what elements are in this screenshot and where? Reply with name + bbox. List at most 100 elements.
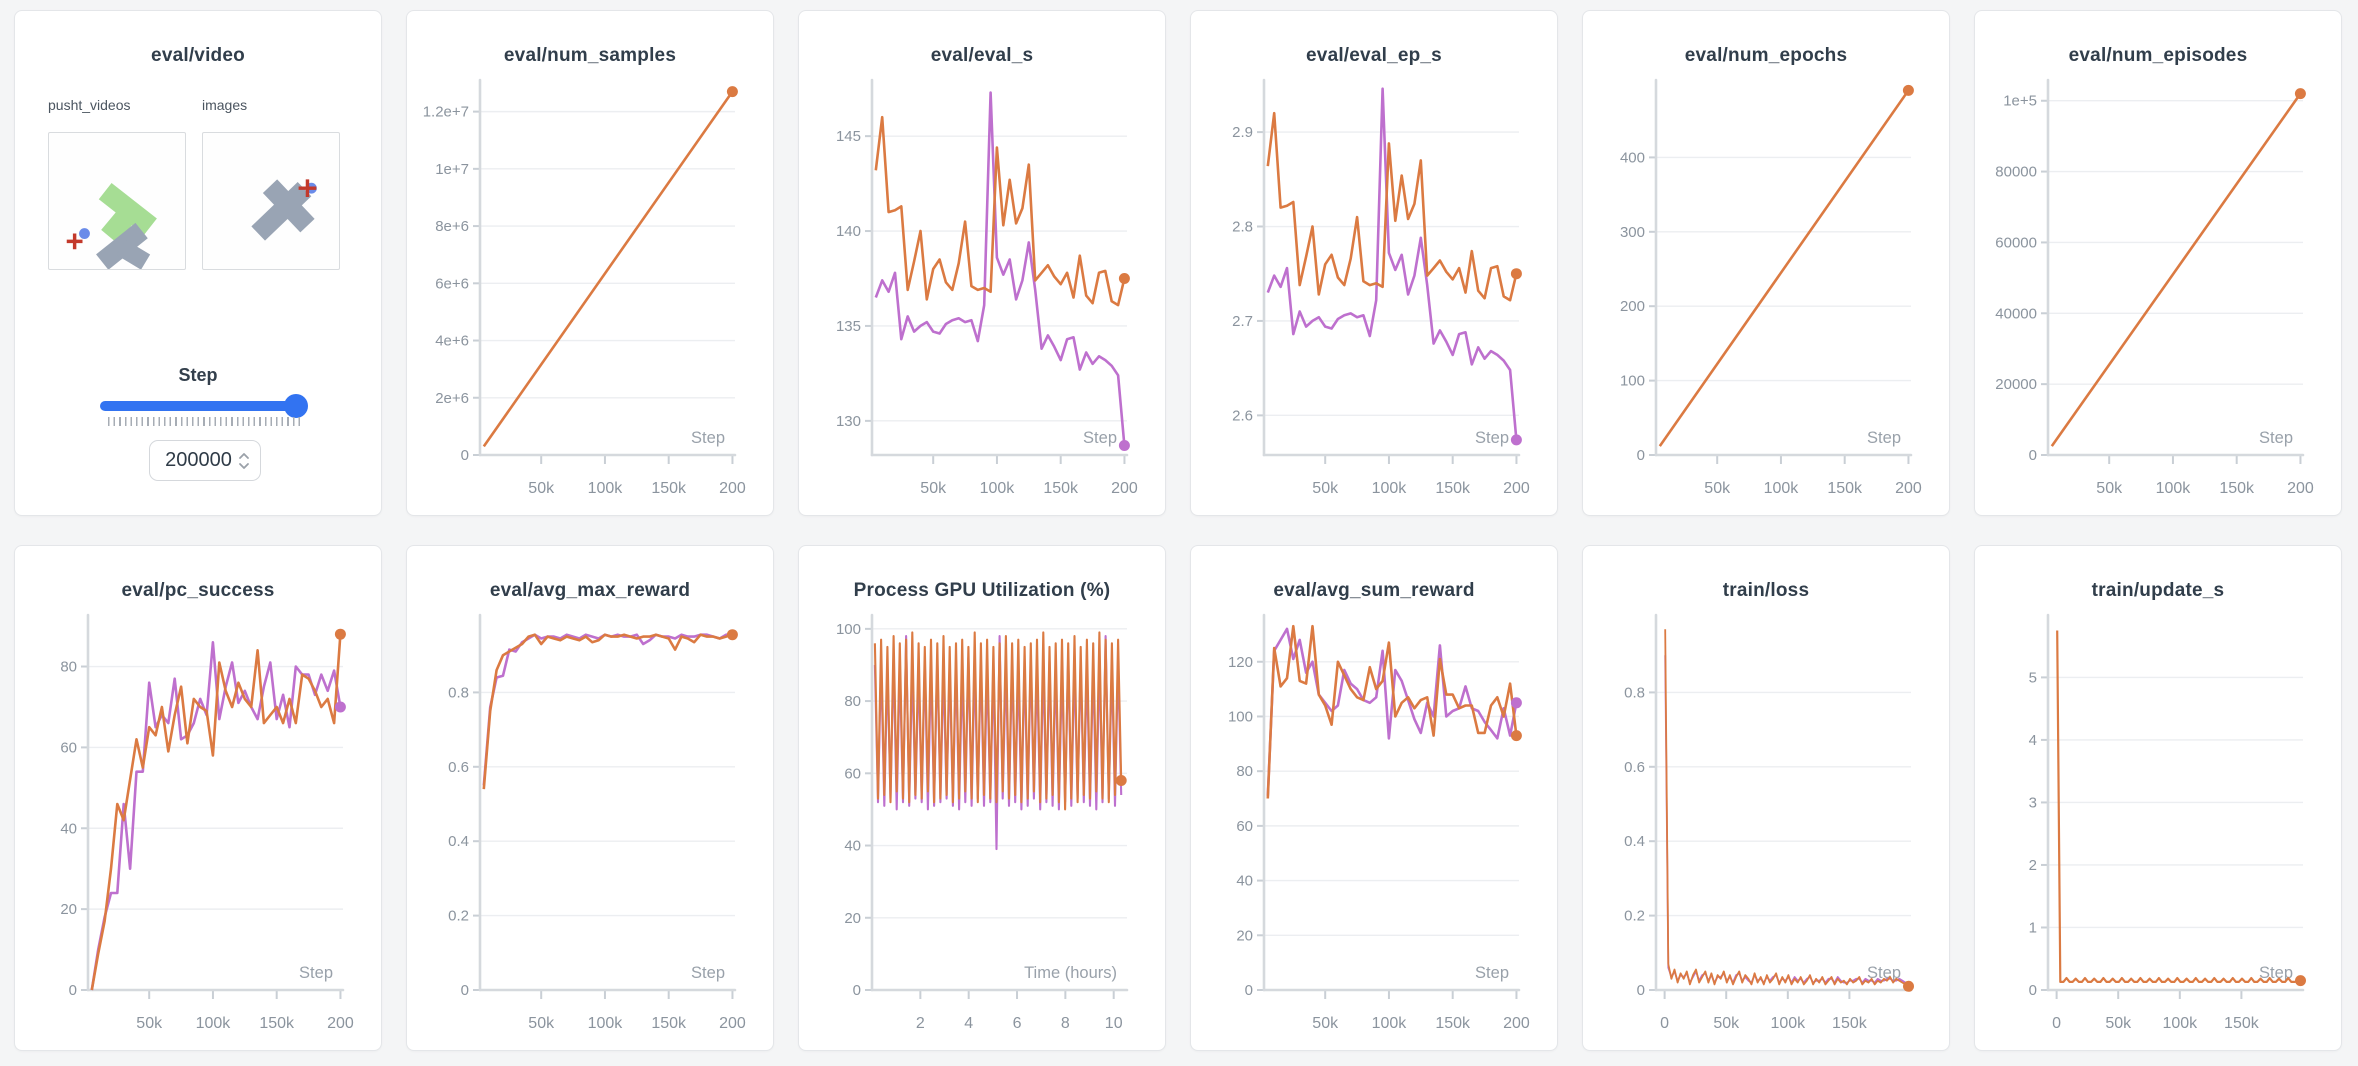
series-line-run-purple bbox=[1266, 87, 1518, 441]
panel-eval-avg-max-reward: eval/avg_max_reward 0 0.2 0.4 0.6 0.8 50k 100k 1… bbox=[406, 545, 774, 1051]
x-tick-label: 150k bbox=[2224, 1015, 2260, 1032]
x-tick-label: 2 bbox=[916, 1015, 925, 1032]
panel-title: eval/avg_max_reward bbox=[489, 580, 691, 601]
x-tick-label: 150k bbox=[1435, 480, 1471, 497]
x-tick-label: 200 bbox=[1503, 1015, 1530, 1032]
y-tick-label: 20 bbox=[1236, 927, 1253, 944]
y-tick-label: 2 bbox=[2029, 857, 2037, 874]
x-tick-label: 50k bbox=[2096, 480, 2123, 497]
chart-plot[interactable]: 0 20000 40000 60000 80000 1e+5 50k 100k 150k 200 S… bbox=[1975, 69, 2342, 515]
y-tick-label: 0.2 bbox=[448, 908, 469, 925]
x-tick-label: 200 bbox=[1111, 480, 1138, 497]
chart-plot[interactable]: 0 20 40 60 80 100 120 50k 100k 150k 200 Step bbox=[1191, 604, 1558, 1050]
step-stepper[interactable] bbox=[238, 452, 250, 470]
series-end-dot-run-orange bbox=[2294, 88, 2306, 100]
slider-tick-ruler bbox=[108, 417, 300, 426]
series-end-dot-run-orange bbox=[2295, 975, 2306, 987]
series-line-run-orange bbox=[873, 631, 1123, 811]
step-value-box bbox=[149, 440, 261, 481]
y-tick-label: 2.7 bbox=[1232, 313, 1253, 330]
agent-dot bbox=[79, 228, 90, 239]
x-tick-label: 200 bbox=[1503, 480, 1530, 497]
panel-eval-eval-ep-s: eval/eval_ep_s 2.6 2.7 2.8 2.9 50k 100k 150k 200… bbox=[1190, 10, 1558, 516]
y-tick-label: 0.4 bbox=[1624, 833, 1645, 850]
y-tick-label: 0 bbox=[853, 982, 861, 999]
x-tick-label: 50k bbox=[528, 1015, 555, 1032]
series-line-run-orange bbox=[2056, 630, 2301, 983]
x-tick-label: 150k bbox=[259, 1015, 295, 1032]
stepper-down-icon[interactable] bbox=[238, 462, 250, 470]
chart-plot[interactable]: 130 135 140 145 50k 100k 150k 200 Step bbox=[799, 69, 1166, 515]
step-slider-track[interactable] bbox=[100, 401, 305, 411]
x-tick-label: 150k bbox=[1827, 480, 1863, 497]
y-tick-label: 0.4 bbox=[448, 833, 469, 850]
y-tick-label: 80 bbox=[60, 659, 77, 676]
x-tick-label: 50k bbox=[1312, 480, 1339, 497]
step-input[interactable] bbox=[160, 449, 237, 472]
y-tick-label: 0 bbox=[1245, 982, 1253, 999]
x-tick-label: 4 bbox=[964, 1015, 973, 1032]
media-label: pusht_videos bbox=[48, 97, 131, 113]
chart-plot[interactable]: 0 20 40 60 80 50k 100k 150k 200 Step bbox=[15, 604, 382, 1050]
y-tick-label: 0.8 bbox=[1624, 684, 1645, 701]
series-line-run-orange bbox=[874, 115, 1126, 307]
x-axis-label: Step bbox=[1867, 429, 1901, 447]
chart-plot[interactable]: 0 20 40 60 80 100 2 4 6 8 10 Time (hours) bbox=[799, 604, 1166, 1050]
x-tick-label: 150k bbox=[651, 480, 687, 497]
y-tick-label: 140 bbox=[836, 223, 861, 240]
x-tick-label: 0 bbox=[2052, 1015, 2061, 1032]
chart-plot[interactable]: 2.6 2.7 2.8 2.9 50k 100k 150k 200 Step bbox=[1191, 69, 1558, 515]
series-line-run-orange bbox=[1658, 89, 1910, 447]
y-tick-label: 0 bbox=[1637, 447, 1645, 464]
stepper-up-icon[interactable] bbox=[238, 452, 250, 460]
panel-process-gpu-utilization: Process GPU Utilization (%) 0 20 40 60 80 100 2… bbox=[798, 545, 1166, 1051]
y-tick-label: 100 bbox=[1228, 708, 1253, 725]
x-tick-label: 10 bbox=[1105, 1015, 1123, 1032]
y-tick-label: 120 bbox=[1228, 654, 1253, 671]
series-end-dot-run-orange bbox=[1118, 273, 1130, 284]
x-axis-label: Step bbox=[299, 964, 333, 982]
panel-title: eval/pc_success bbox=[121, 580, 275, 601]
series-line-run-orange bbox=[2050, 92, 2302, 447]
x-tick-label: 100k bbox=[588, 1015, 624, 1032]
x-tick-label: 200 bbox=[719, 1015, 746, 1032]
x-tick-label: 0 bbox=[1660, 1015, 1669, 1032]
series-end-dot-run-purple bbox=[1510, 697, 1522, 709]
chart-plot[interactable]: 0 100 200 300 400 50k 100k 150k 200 Step bbox=[1583, 69, 1950, 515]
series-line-run-purple bbox=[90, 640, 342, 991]
x-tick-label: 100k bbox=[1372, 480, 1408, 497]
y-tick-label: 2.8 bbox=[1232, 219, 1253, 236]
series-line-run-orange bbox=[90, 634, 342, 991]
x-tick-label: 150k bbox=[651, 1015, 687, 1032]
x-tick-label: 150k bbox=[1435, 1015, 1471, 1032]
x-tick-label: 100k bbox=[2162, 1015, 2198, 1032]
x-tick-label: 200 bbox=[1895, 480, 1922, 497]
pusht-video-thumbnail[interactable] bbox=[48, 132, 186, 270]
y-tick-label: 200 bbox=[1620, 298, 1645, 315]
series-line-run-orange bbox=[1664, 629, 1909, 988]
step-slider-thumb[interactable] bbox=[284, 394, 308, 418]
y-tick-label: 20 bbox=[844, 910, 861, 927]
pusht-image-thumbnail[interactable] bbox=[202, 132, 340, 270]
chart-plot[interactable]: 0 0.2 0.4 0.6 0.8 50k 100k 150k 200 Step bbox=[407, 604, 774, 1050]
y-tick-label: 100 bbox=[836, 621, 861, 638]
y-tick-label: 60 bbox=[60, 739, 77, 756]
panel-eval-num-epochs: eval/num_epochs 0 100 200 300 400 50k 100k 150k 2… bbox=[1582, 10, 1950, 516]
x-tick-label: 100k bbox=[980, 480, 1016, 497]
y-tick-label: 300 bbox=[1620, 224, 1645, 241]
y-tick-label: 60000 bbox=[1995, 234, 2037, 251]
series-line-run-purple bbox=[1266, 627, 1518, 796]
panel-title: eval/eval_s bbox=[930, 45, 1034, 66]
panel-title: train/loss bbox=[1722, 580, 1810, 601]
chart-plot[interactable]: 0 2e+6 4e+6 6e+6 8e+6 1e+7 1.2e+7 50k 100k 150k 20… bbox=[407, 69, 774, 515]
panel-title: eval/num_samples bbox=[503, 45, 677, 66]
chart-plot[interactable]: 0 0.2 0.4 0.6 0.8 0 50k 100k 150k Step bbox=[1583, 604, 1950, 1050]
x-tick-label: 100k bbox=[1372, 1015, 1408, 1032]
series-line-run-purple bbox=[1664, 655, 1909, 986]
y-tick-label: 6e+6 bbox=[435, 275, 469, 292]
chart-plot[interactable]: 0 1 2 3 4 5 0 50k 100k 150k Step bbox=[1975, 604, 2342, 1050]
block-tee-stem bbox=[116, 239, 151, 269]
y-tick-label: 100 bbox=[1620, 373, 1645, 390]
y-tick-label: 80 bbox=[1236, 763, 1253, 780]
